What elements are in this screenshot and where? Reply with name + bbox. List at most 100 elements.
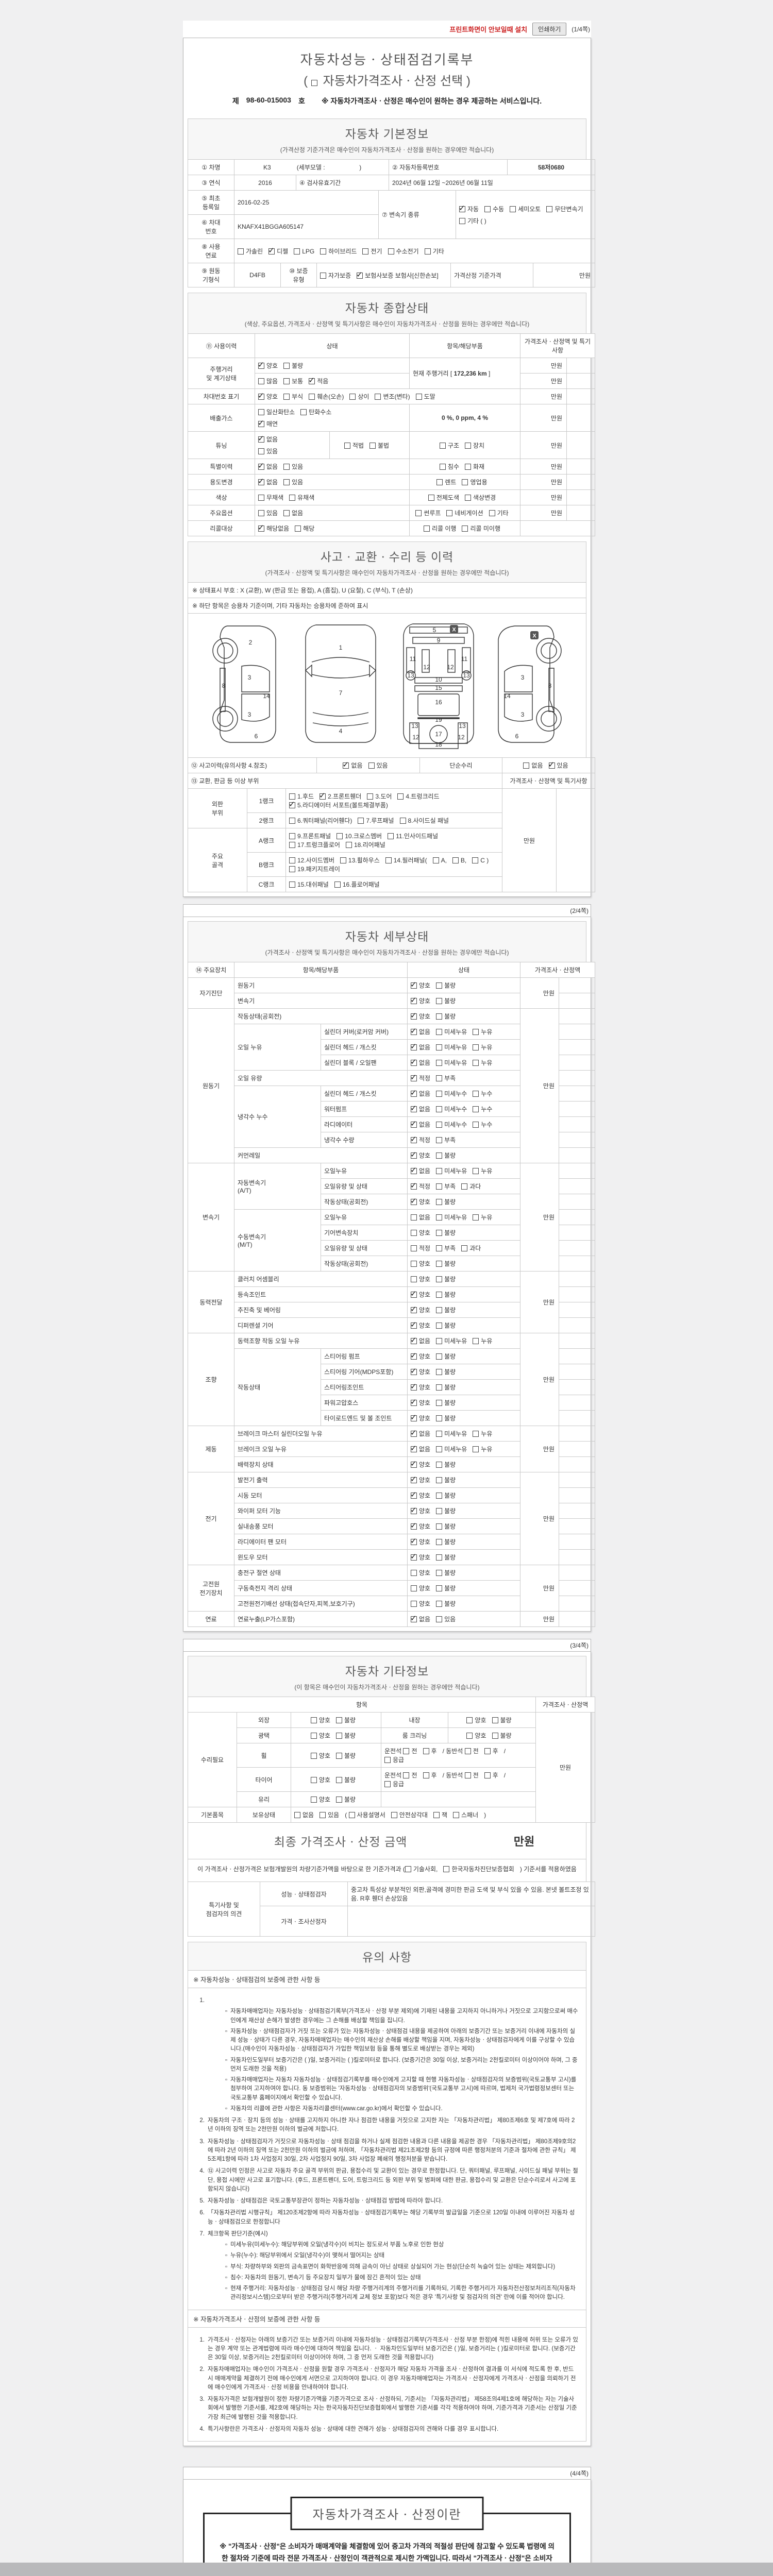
- checkbox-icon[interactable]: [258, 378, 264, 384]
- checkbox-unchecked[interactable]: 8.사이드실 패널: [399, 816, 449, 825]
- checkbox-icon[interactable]: [436, 1153, 443, 1159]
- checkbox-icon[interactable]: [310, 1733, 317, 1739]
- checkbox-checked[interactable]: 5.라디에이터 서포트(볼트체결부품): [289, 800, 388, 809]
- checkbox-icon[interactable]: [289, 866, 295, 872]
- checkbox-unchecked[interactable]: 전: [403, 1747, 417, 1755]
- checkbox-icon[interactable]: [436, 1214, 443, 1221]
- checkbox-unchecked[interactable]: 불량: [336, 1751, 356, 1760]
- checkbox-icon[interactable]: [436, 1261, 443, 1267]
- checkbox-checked[interactable]: 양호: [258, 391, 278, 401]
- checkbox-icon[interactable]: [410, 1026, 417, 1036]
- checkbox-unchecked[interactable]: 부식: [283, 392, 303, 401]
- checkbox-icon[interactable]: [484, 1748, 491, 1754]
- checkbox-unchecked[interactable]: 미세누유: [436, 1429, 467, 1438]
- checkbox-icon[interactable]: [436, 1091, 443, 1097]
- checkbox-unchecked[interactable]: 불량: [436, 1197, 456, 1206]
- checkbox-unchecked[interactable]: 16.플로어패널: [334, 880, 380, 889]
- checkbox-icon[interactable]: [258, 523, 264, 532]
- checkbox-unchecked[interactable]: 양호: [310, 1731, 330, 1740]
- checkbox-icon[interactable]: [368, 762, 375, 769]
- checkbox-icon[interactable]: [436, 1353, 443, 1360]
- checkbox-icon[interactable]: [410, 1335, 417, 1345]
- checkbox-icon[interactable]: [258, 360, 264, 369]
- checkbox-icon[interactable]: [410, 1413, 417, 1422]
- checkbox-unchecked[interactable]: 세미오토: [510, 205, 541, 213]
- checkbox-icon[interactable]: [310, 1717, 317, 1723]
- checkbox-checked[interactable]: 양호: [410, 1459, 430, 1469]
- checkbox-unchecked[interactable]: 양호: [466, 1731, 486, 1740]
- checkbox-icon[interactable]: [436, 1044, 443, 1050]
- checkbox-icon[interactable]: [369, 442, 376, 449]
- checkbox-checked[interactable]: 양호: [410, 1011, 430, 1021]
- checkbox-icon[interactable]: [436, 1122, 443, 1128]
- checkbox-checked[interactable]: 없음: [410, 1026, 430, 1036]
- checkbox-icon[interactable]: [523, 762, 530, 769]
- checkbox-icon[interactable]: [345, 842, 352, 848]
- checkbox-icon[interactable]: [289, 833, 295, 839]
- checkbox-unchecked[interactable]: C ): [472, 857, 489, 864]
- checkbox-unchecked[interactable]: 불량: [436, 1584, 456, 1592]
- checkbox-icon[interactable]: [436, 1446, 443, 1452]
- checkbox-icon[interactable]: [473, 1044, 479, 1050]
- checkbox-unchecked[interactable]: 양호: [411, 1259, 430, 1268]
- checkbox-unchecked[interactable]: 미세누수: [436, 1089, 467, 1098]
- checkbox-icon[interactable]: [436, 1369, 443, 1375]
- checkbox-unchecked[interactable]: 있음: [368, 761, 388, 770]
- checkbox-unchecked[interactable]: 양호: [466, 1716, 486, 1724]
- checkbox-unchecked[interactable]: 양호: [411, 1228, 430, 1237]
- checkbox-unchecked[interactable]: 사용설명서: [348, 1810, 385, 1819]
- checkbox-unchecked[interactable]: 불량: [336, 1795, 356, 1804]
- checkbox-icon[interactable]: [410, 1475, 417, 1484]
- checkbox-checked[interactable]: 적정: [410, 1073, 430, 1082]
- checkbox-unchecked[interactable]: 응급: [384, 1780, 404, 1788]
- checkbox-icon[interactable]: [436, 1585, 443, 1591]
- checkbox-icon[interactable]: [436, 1106, 443, 1112]
- checkbox-icon[interactable]: [410, 1073, 417, 1082]
- checkbox-unchecked[interactable]: 장치: [465, 441, 484, 450]
- checkbox-unchecked[interactable]: 변조(변타): [375, 392, 410, 401]
- checkbox-icon[interactable]: [432, 857, 439, 863]
- checkbox-icon[interactable]: [436, 1570, 443, 1576]
- checkbox-unchecked[interactable]: 누유: [473, 1213, 492, 1222]
- checkbox-unchecked[interactable]: 7.루프패널: [358, 816, 394, 825]
- checkbox-unchecked[interactable]: 전기: [362, 247, 382, 256]
- checkbox-unchecked[interactable]: 있음: [320, 1810, 339, 1819]
- checkbox-icon[interactable]: [258, 477, 264, 486]
- checkbox-icon[interactable]: [405, 1866, 411, 1872]
- checkbox-icon[interactable]: [320, 272, 326, 279]
- checkbox-unchecked[interactable]: 불량: [436, 1522, 456, 1531]
- checkbox-unchecked[interactable]: 부족: [436, 1136, 456, 1144]
- checkbox-icon[interactable]: [465, 464, 471, 470]
- checkbox-icon[interactable]: [388, 248, 394, 255]
- checkbox-unchecked[interactable]: 미세누유: [436, 1445, 467, 1453]
- checkbox-icon[interactable]: [473, 1106, 479, 1112]
- checkbox-unchecked[interactable]: 불법: [369, 441, 389, 450]
- checkbox-icon[interactable]: [436, 1384, 443, 1391]
- checkbox-unchecked[interactable]: 4.트렁크리드: [397, 792, 440, 801]
- checkbox-unchecked[interactable]: 과다: [461, 1182, 481, 1191]
- checkbox-unchecked[interactable]: 불량: [436, 1476, 456, 1484]
- checkbox-icon[interactable]: [348, 1812, 355, 1818]
- checkbox-icon[interactable]: [340, 857, 346, 863]
- checkbox-unchecked[interactable]: 없음: [523, 761, 543, 770]
- checkbox-icon[interactable]: [415, 510, 422, 516]
- checkbox-unchecked[interactable]: 영업용: [462, 478, 488, 486]
- checkbox-icon[interactable]: [336, 1776, 342, 1783]
- checkbox-unchecked[interactable]: 3.도어: [367, 792, 392, 801]
- checkbox-unchecked[interactable]: 불량: [436, 1290, 456, 1299]
- checkbox-icon[interactable]: [473, 1060, 479, 1066]
- checkbox-checked[interactable]: 없음: [410, 1104, 430, 1113]
- checkbox-icon[interactable]: [410, 1181, 417, 1190]
- checkbox-unchecked[interactable]: 후: [423, 1747, 437, 1755]
- checkbox-unchecked[interactable]: 없음: [294, 1810, 314, 1819]
- checkbox-unchecked[interactable]: 있음: [258, 509, 278, 517]
- checkbox-icon[interactable]: [358, 818, 364, 824]
- checkbox-unchecked[interactable]: 누유: [473, 1166, 492, 1175]
- checkbox-icon[interactable]: [436, 1245, 443, 1251]
- checkbox-unchecked[interactable]: 무단변속기: [546, 205, 583, 213]
- checkbox-icon[interactable]: [473, 1122, 479, 1128]
- checkbox-icon[interactable]: [452, 857, 459, 863]
- checkbox-icon[interactable]: [410, 1304, 417, 1314]
- checkbox-unchecked[interactable]: 색상변경: [465, 493, 496, 502]
- checkbox-checked[interactable]: 없음: [258, 477, 278, 486]
